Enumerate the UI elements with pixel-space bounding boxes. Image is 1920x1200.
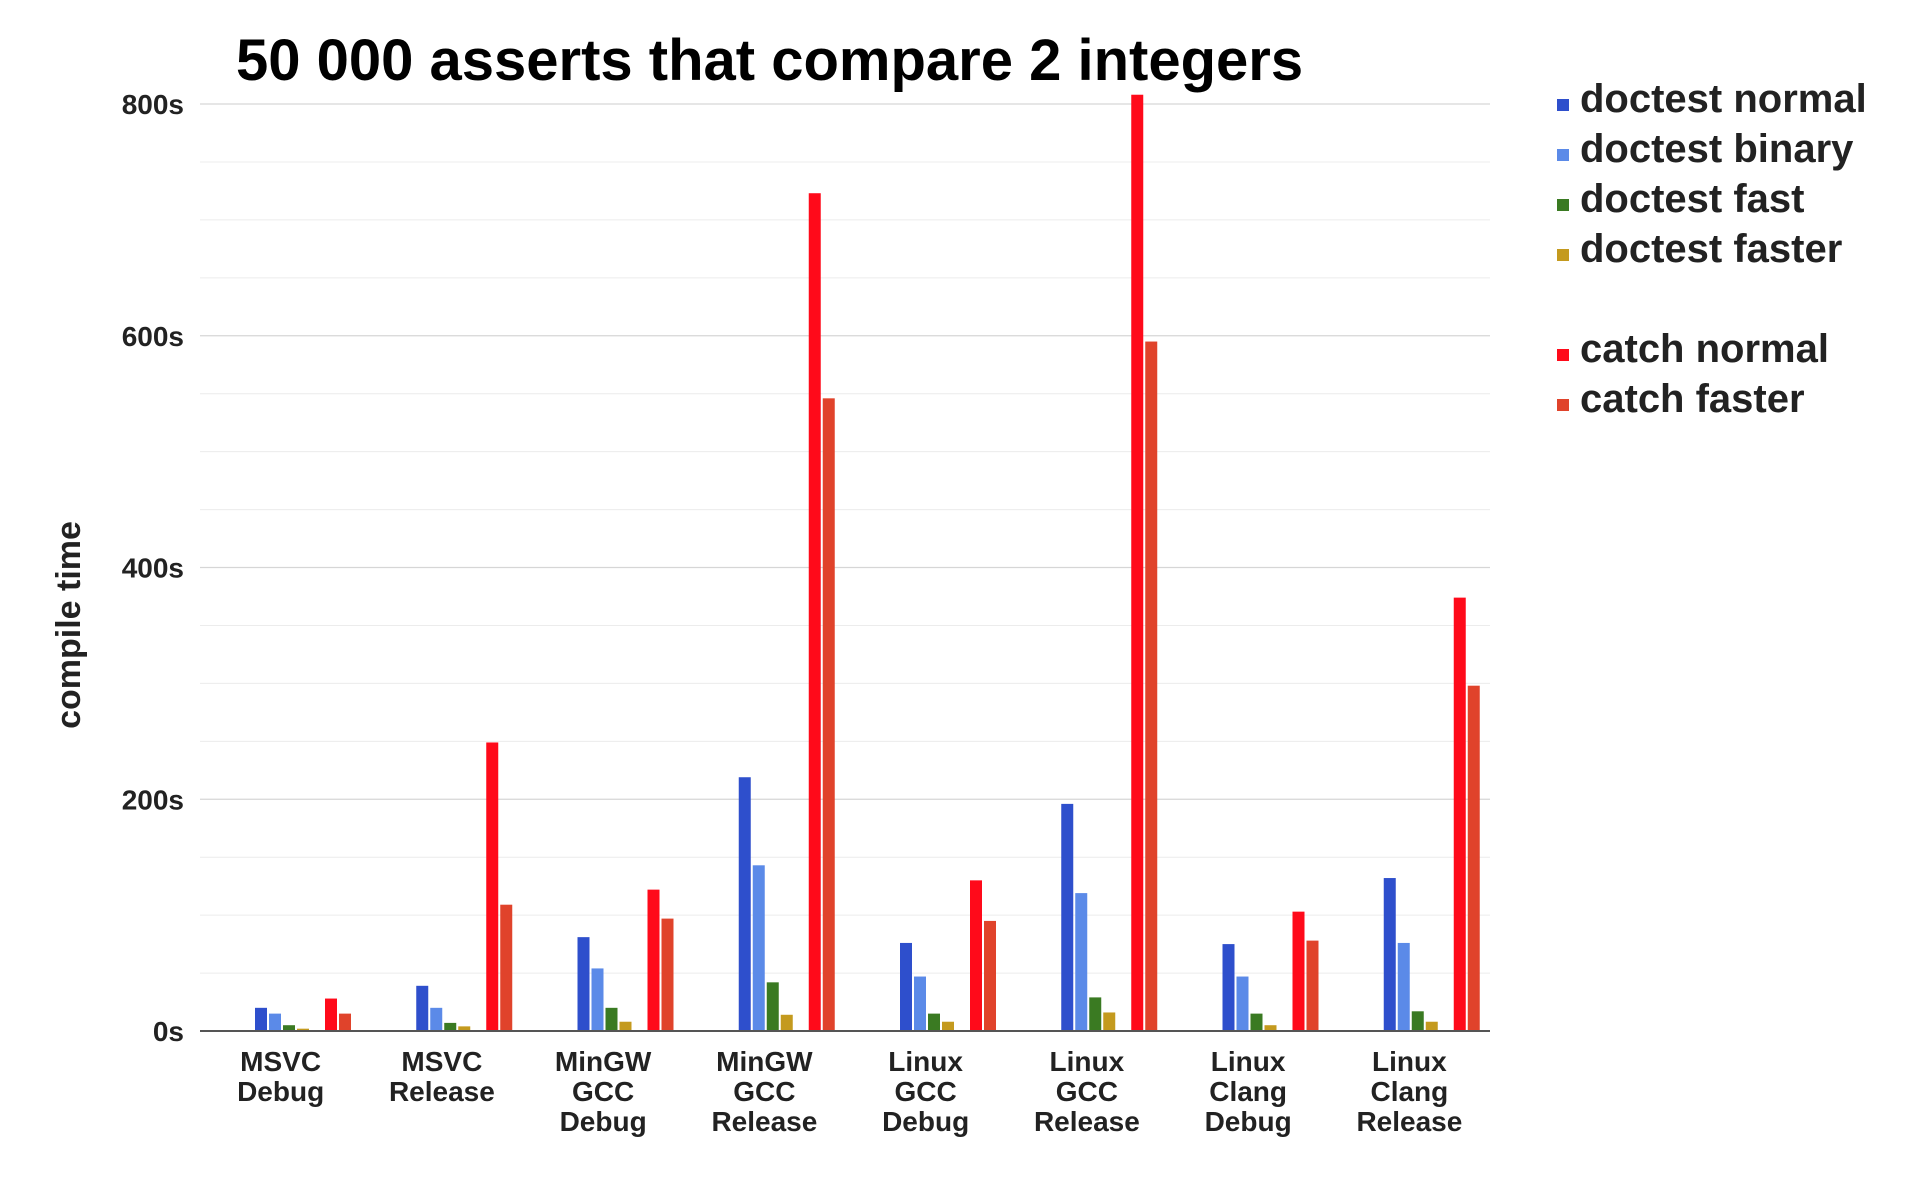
bar-doctest-faster: [942, 1021, 954, 1031]
chart-title: 50 000 asserts that compare 2 integers: [236, 28, 1303, 93]
bar-catch-faster: [822, 398, 835, 1031]
axes: 0s200s400s600s800sMSVCDebugMSVCReleaseMi…: [122, 89, 1490, 1137]
bar-doctest-normal: [1222, 944, 1235, 1031]
x-tick-label: Release: [1034, 1106, 1140, 1137]
y-tick-label: 600s: [122, 321, 184, 352]
bar-doctest-binary: [591, 968, 604, 1031]
bar-doctest-fast: [283, 1025, 295, 1031]
bar-doctest-fast: [766, 982, 779, 1031]
legend-label: catch normal: [1580, 327, 1829, 371]
bar-catch-faster: [339, 1013, 351, 1031]
legend-swatch: [1557, 349, 1569, 361]
bar-doctest-binary: [1075, 893, 1088, 1031]
legend-swatch: [1557, 149, 1569, 161]
bar-doctest-normal: [1061, 803, 1074, 1031]
bar-catch-normal: [1292, 911, 1305, 1031]
bar-doctest-normal: [416, 985, 429, 1031]
bar-catch-normal: [1453, 597, 1466, 1031]
x-tick-label: Debug: [237, 1076, 324, 1107]
bar-doctest-faster: [1103, 1012, 1116, 1031]
x-tick-label: Linux: [1211, 1046, 1286, 1077]
bar-doctest-faster: [297, 1028, 309, 1031]
bar-doctest-fast: [444, 1022, 457, 1031]
bar-catch-faster: [500, 904, 513, 1031]
legend-swatch: [1557, 199, 1569, 211]
bar-catch-faster: [984, 920, 996, 1031]
bar-doctest-faster: [1425, 1021, 1438, 1031]
bar-doctest-binary: [430, 1007, 443, 1031]
bar-doctest-binary: [1236, 976, 1249, 1031]
x-tick-label: MSVC: [401, 1046, 482, 1077]
x-tick-label: Clang: [1370, 1076, 1448, 1107]
legend-label: catch faster: [1580, 377, 1805, 421]
x-tick-label: Release: [389, 1076, 495, 1107]
bars: [255, 94, 1480, 1032]
x-tick-label: Release: [1356, 1106, 1462, 1137]
bar-doctest-normal: [255, 1007, 267, 1031]
bar-catch-normal: [970, 880, 982, 1031]
x-tick-label: Linux: [1372, 1046, 1447, 1077]
legend-label: doctest faster: [1580, 227, 1842, 271]
bar-catch-faster: [1306, 940, 1319, 1031]
bar-doctest-normal: [738, 777, 751, 1031]
bar-doctest-binary: [752, 865, 765, 1031]
bar-doctest-binary: [269, 1013, 281, 1031]
bar-doctest-faster: [619, 1021, 632, 1031]
y-tick-label: 800s: [122, 89, 184, 120]
bar-catch-faster: [1145, 341, 1158, 1031]
legend-swatch: [1557, 99, 1569, 111]
x-tick-label: MinGW: [716, 1046, 813, 1077]
bar-doctest-faster: [458, 1026, 471, 1031]
legend-swatch: [1557, 249, 1569, 261]
bar-doctest-fast: [1250, 1013, 1263, 1031]
bar-doctest-fast: [928, 1013, 940, 1031]
x-tick-label: GCC: [572, 1076, 634, 1107]
bar-doctest-fast: [1089, 997, 1102, 1031]
bar-doctest-faster: [1264, 1025, 1277, 1031]
bar-doctest-fast: [605, 1007, 618, 1031]
bar-doctest-normal: [900, 942, 912, 1031]
y-tick-label: 400s: [122, 553, 184, 584]
x-tick-label: Linux: [888, 1046, 963, 1077]
x-tick-label: Linux: [1050, 1046, 1125, 1077]
legend-label: doctest fast: [1580, 177, 1805, 221]
bar-catch-normal: [647, 889, 660, 1031]
bar-doctest-normal: [577, 937, 590, 1031]
bar-doctest-normal: [1383, 878, 1396, 1031]
bar-doctest-binary: [914, 976, 926, 1031]
legend-label: doctest binary: [1580, 127, 1854, 171]
bar-catch-normal: [486, 742, 499, 1031]
x-tick-label: Release: [711, 1106, 817, 1137]
x-tick-label: MinGW: [555, 1046, 652, 1077]
legend-swatch: [1557, 399, 1569, 411]
x-tick-label: Debug: [882, 1106, 969, 1137]
gridlines: [200, 103, 1490, 974]
y-tick-label: 200s: [122, 784, 184, 815]
bar-catch-normal: [1131, 94, 1144, 1032]
x-tick-label: GCC: [1056, 1076, 1118, 1107]
bar-catch-faster: [1467, 685, 1480, 1031]
bar-catch-normal: [325, 998, 337, 1031]
x-tick-label: Debug: [1205, 1106, 1292, 1137]
legend-label: doctest normal: [1580, 77, 1867, 121]
y-axis-label: compile time: [50, 521, 88, 729]
x-tick-label: GCC: [895, 1076, 957, 1107]
bar-catch-normal: [808, 193, 821, 1031]
y-tick-label: 0s: [153, 1016, 184, 1047]
x-tick-label: Debug: [560, 1106, 647, 1137]
bar-catch-faster: [661, 918, 674, 1031]
legend: doctest normal doctest binary doctest fast…: [1557, 77, 1867, 421]
x-tick-label: GCC: [733, 1076, 795, 1107]
x-tick-label: Clang: [1209, 1076, 1287, 1107]
bar-doctest-fast: [1411, 1011, 1424, 1031]
bar-doctest-faster: [780, 1014, 793, 1031]
bar-doctest-binary: [1397, 942, 1410, 1031]
x-tick-label: MSVC: [240, 1046, 321, 1077]
